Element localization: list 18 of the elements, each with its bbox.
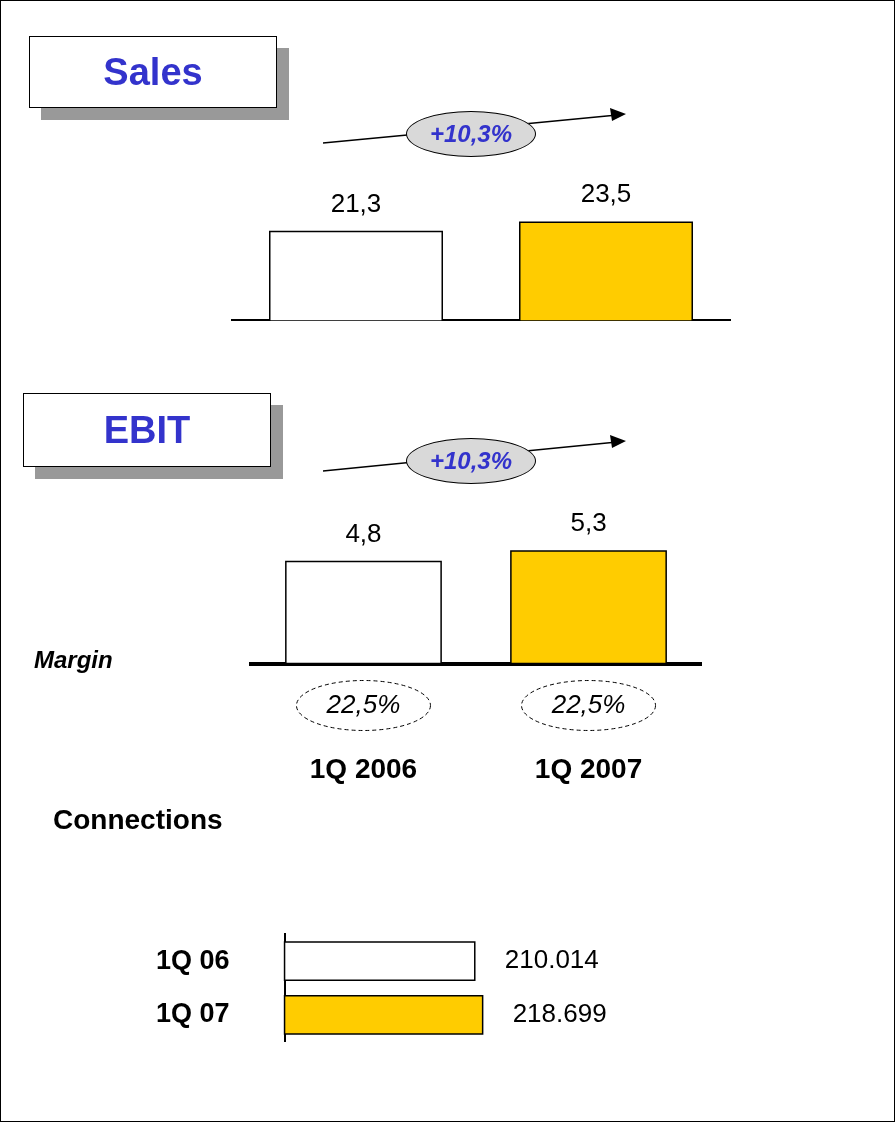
y-tick-label: 1Q 06 [155,944,230,975]
x-tick-label: 1Q 2006 [309,753,418,785]
x-tick-label: 1Q 2007 [534,753,643,785]
data-label: 210.014 [504,944,599,975]
data-label: 5,3 [570,507,607,538]
y-tick-label: 1Q 07 [155,998,230,1029]
data-label: 21,3 [330,187,382,218]
text: 22,5% [325,688,401,719]
data-label: 23,5 [580,178,632,209]
text: 22,5% [550,688,626,719]
chart-title: Sales [103,50,203,94]
text: +10,3% [429,447,513,475]
chart-title: EBIT [103,408,191,452]
text: +10,3% [429,120,513,148]
data-label: 218.699 [512,998,607,1029]
data-label: 4,8 [345,517,382,548]
text: Margin [34,646,113,674]
chart-title: Connections [53,804,223,836]
